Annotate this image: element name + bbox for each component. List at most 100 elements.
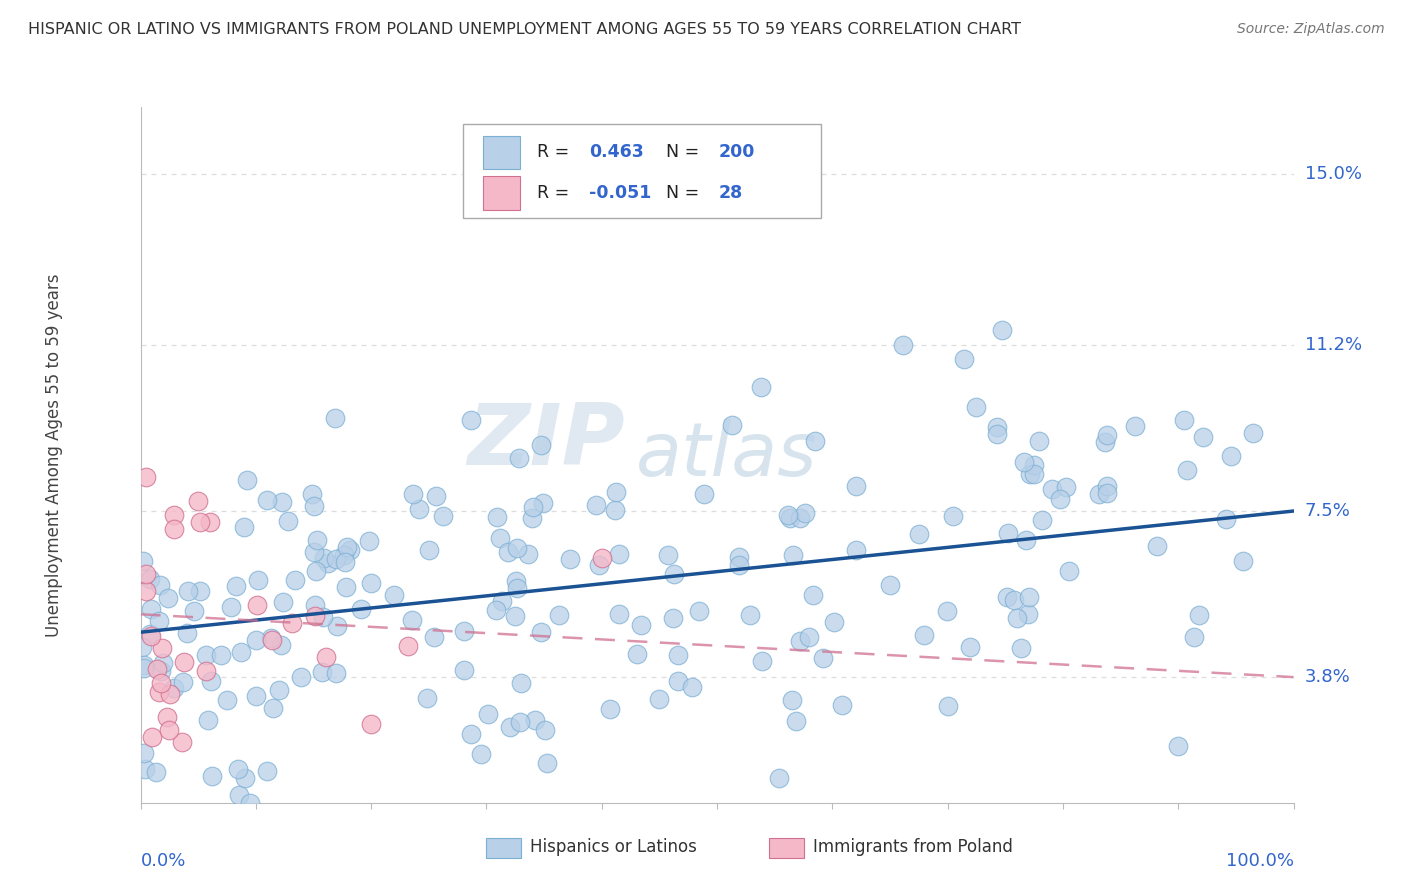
Point [141, 730, 163, 744]
Point [547, 608, 569, 623]
Point [533, 723, 555, 737]
Bar [769, 838, 804, 858]
Point [605, 484, 627, 499]
Point [523, 713, 546, 727]
Point [503, 609, 526, 624]
Point [339, 542, 361, 557]
Text: Source: ZipAtlas.com: Source: ZipAtlas.com [1237, 22, 1385, 37]
Point [149, 664, 172, 678]
Point [311, 665, 333, 679]
Point [662, 611, 685, 625]
Point [190, 584, 212, 599]
Point [1175, 463, 1198, 477]
Text: 11.2%: 11.2% [1305, 336, 1362, 354]
Point [172, 674, 194, 689]
Point [845, 543, 868, 558]
Point [693, 486, 716, 500]
Point [1049, 492, 1071, 507]
Point [188, 515, 211, 529]
Point [995, 590, 1018, 604]
Point [1191, 430, 1213, 444]
Point [271, 595, 294, 609]
Point [801, 588, 824, 602]
Point [470, 747, 492, 761]
Text: N =: N = [666, 184, 704, 202]
Point [325, 666, 347, 681]
Point [997, 525, 1019, 540]
Point [986, 426, 1008, 441]
Point [1028, 434, 1050, 448]
Point [408, 502, 430, 516]
Point [520, 510, 543, 524]
Point [163, 508, 186, 523]
Text: R =: R = [537, 184, 575, 202]
Point [219, 599, 242, 614]
Point [1146, 539, 1168, 553]
Point [177, 583, 200, 598]
Point [585, 498, 607, 512]
Point [666, 674, 689, 689]
Point [135, 584, 157, 599]
Point [132, 746, 155, 760]
Point [157, 723, 180, 737]
Text: ZIP: ZIP [467, 400, 624, 483]
Point [908, 527, 931, 541]
Point [304, 499, 326, 513]
Point [200, 515, 222, 529]
Point [496, 545, 519, 559]
Bar [486, 838, 522, 858]
Text: 15.0%: 15.0% [1305, 165, 1361, 184]
Point [1010, 641, 1032, 656]
Point [183, 604, 205, 618]
Point [145, 764, 167, 779]
Point [170, 734, 193, 748]
Point [499, 720, 522, 734]
Point [163, 681, 186, 695]
Point [396, 639, 419, 653]
Point [134, 661, 156, 675]
Point [281, 615, 304, 630]
Point [1232, 554, 1254, 568]
Point [657, 548, 679, 562]
Point [505, 574, 527, 588]
Point [530, 624, 553, 639]
Point [305, 533, 328, 548]
Point [879, 578, 901, 592]
Point [607, 548, 630, 562]
Point [1094, 435, 1116, 450]
Point [505, 541, 527, 555]
Point [270, 495, 292, 509]
Text: 100.0%: 100.0% [1226, 852, 1294, 870]
Point [1123, 419, 1146, 434]
Point [1007, 611, 1029, 625]
Point [531, 496, 554, 510]
Text: 0.0%: 0.0% [141, 852, 186, 870]
Point [432, 509, 454, 524]
Text: Unemployment Among Ages 55 to 59 years: Unemployment Among Ages 55 to 59 years [45, 273, 63, 637]
Point [508, 451, 530, 466]
Point [749, 380, 772, 394]
Point [312, 610, 335, 624]
Point [305, 564, 328, 578]
Text: R =: R = [537, 144, 575, 161]
Point [1088, 487, 1111, 501]
Point [591, 550, 613, 565]
Point [912, 628, 935, 642]
Text: 0.463: 0.463 [589, 144, 644, 161]
Point [239, 796, 262, 810]
Point [284, 573, 307, 587]
Point [416, 691, 439, 706]
Point [986, 420, 1008, 434]
Bar [484, 177, 520, 210]
Text: atlas: atlas [637, 419, 818, 491]
Point [152, 641, 174, 656]
Point [630, 618, 652, 632]
Point [131, 640, 153, 654]
Point [256, 493, 278, 508]
Point [1017, 607, 1039, 622]
Point [1241, 425, 1264, 440]
Point [609, 607, 631, 622]
Point [315, 650, 337, 665]
Point [588, 558, 610, 572]
Point [662, 566, 685, 581]
